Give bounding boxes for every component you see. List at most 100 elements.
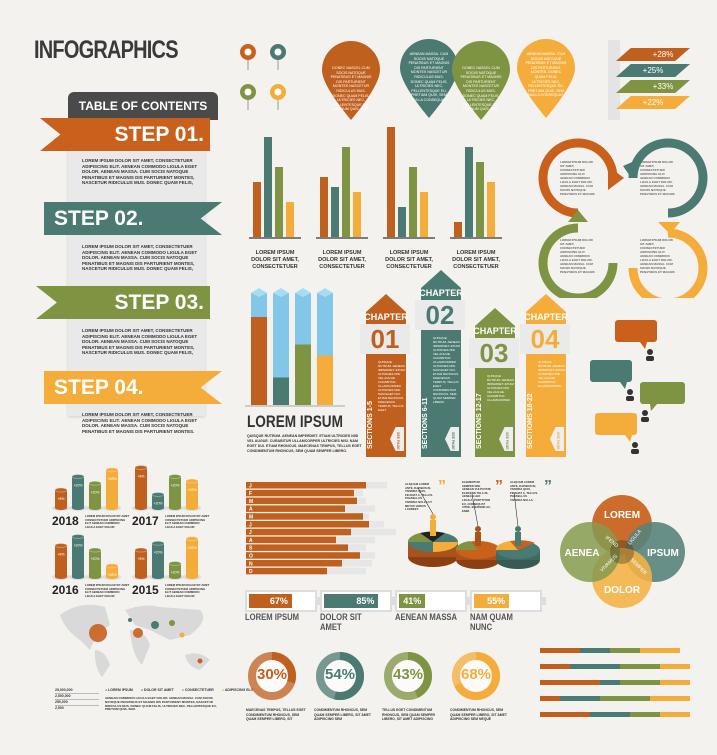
- quote-icon: ”: [495, 478, 503, 495]
- pin-icon: [270, 44, 286, 70]
- map-bubble: [128, 618, 132, 622]
- map-bubble: [197, 658, 203, 664]
- battery-tip: [467, 597, 471, 605]
- cylinder: [186, 538, 198, 577]
- step-02-ribbon: STEP 02.: [44, 202, 222, 235]
- month-label: J: [249, 522, 252, 528]
- cycle-text: LOREM IPSUM DOLOR SIT AMET, CONSECTETUER…: [640, 160, 675, 196]
- year-caption: LOREM IPSUM DOLOR SIT AMET CONSECTETUER …: [165, 514, 210, 529]
- cycle-text: LOREM IPSUM DOLOR SIT AMET, CONSECTETUER…: [640, 238, 675, 274]
- battery-label: LOREM IPSUM: [245, 612, 299, 622]
- bar-chart-label: LOREM IPSUM DOLOR SIT AMET, CONSECTETUER: [318, 250, 366, 270]
- cylinder-label: +8%: [137, 557, 144, 561]
- bar: [454, 222, 462, 237]
- legend-dot-icon: ●: [140, 688, 143, 692]
- cylinder-chart: +8% +20% +20% +32%: [132, 465, 201, 511]
- layer-3: +33%: [616, 80, 690, 93]
- cylinder: [169, 563, 181, 577]
- lightning-icon: [452, 41, 510, 120]
- year-label: 2016: [52, 583, 79, 597]
- bar: [420, 192, 428, 237]
- quote-text: ALIQUAM LOREM ANTE, DAPIBUS IN, VIVERRA …: [510, 480, 538, 502]
- donut-3: 43% TELLUS EGET CONDIMENTUM RHONCUS, SEM…: [382, 650, 444, 730]
- page-title: INFOGRAPHICS: [34, 36, 179, 64]
- step-label: STEP 04.: [54, 376, 144, 399]
- cylinder: [186, 481, 198, 508]
- bar: [465, 147, 473, 237]
- pie-chart: [495, 540, 540, 569]
- cylinder-label: +32%: [187, 488, 196, 492]
- donut-chart: [248, 652, 296, 700]
- cylinder-label: +20%: [90, 557, 99, 561]
- grouped-bar-charts: [249, 127, 502, 239]
- cylinder-chart-2017: +8% +20% +20% +32% 2017 LOREM IPSUM DOLOR…: [132, 458, 212, 529]
- bar: [246, 528, 351, 536]
- step-label: STEP 01.: [114, 123, 205, 146]
- chapter-number: 01: [360, 324, 410, 354]
- cylinder-chart-2016: +8% +20% +20% +32% 2016 LOREM IPSUM DOLOR…: [52, 527, 132, 598]
- pin-icon: [270, 84, 286, 110]
- bar: [246, 482, 366, 489]
- drop-text: AENEAN MASSA. CUM SOCIIS NATOQUE PENATIB…: [408, 52, 450, 102]
- bar: [246, 544, 348, 551]
- battery-label: DOLOR SIT AMET: [320, 612, 362, 632]
- arrow-icon: [608, 166, 624, 190]
- bar-segment: [580, 648, 610, 653]
- pointer-line: [417, 487, 434, 515]
- bar: [409, 167, 417, 237]
- chapter-4: CHAPTER 04 QUISQUE RUTRUM. AENEAN IMPERD…: [520, 294, 570, 457]
- chapter-3: CHAPTER 03 QUISQUE RUTRUM. AENEAN IMPERD…: [469, 308, 519, 457]
- chapter-number: 04: [520, 324, 570, 354]
- percent-layers: +28% +25% +33% +22%: [608, 40, 690, 120]
- page-tag-label: SEE PAGE 1: [396, 432, 400, 453]
- scale-value: 2,500,000: [55, 694, 99, 700]
- step-02-text: LOREM IPSUM DOLOR SIT AMET, CONSECTETUER…: [82, 244, 198, 271]
- cycle-arc-yellow: [628, 228, 708, 298]
- page-tag: SEE PAGE 18: [550, 427, 564, 451]
- donut-1: 30% MAECENAS TEMPUS, TELLUS EGET CONDIME…: [246, 650, 308, 730]
- toc-heading: TABLE OF CONTENTS: [68, 92, 218, 120]
- weightlifter-icon: [400, 39, 458, 118]
- stacked-bar-chart: [540, 648, 690, 717]
- bar-cap: [295, 288, 311, 297]
- battery-gauge: 55%: [470, 590, 546, 612]
- bar: [387, 127, 395, 237]
- lorem-text: QUISQUE RUTRUM. AENEAN IMPERDIET. ETIAM …: [247, 434, 362, 453]
- map-text: AENEAN COMMODO LIGULA EGET DOLOR. AENEAN…: [105, 696, 217, 712]
- gauge-icon: [517, 39, 575, 118]
- bar-segment: [560, 696, 600, 701]
- cylinder-label: +8%: [137, 475, 144, 479]
- cycle-diagram: [538, 138, 708, 298]
- bar: [286, 202, 294, 237]
- bar-cap: [317, 288, 333, 297]
- speech-bubbles: [590, 320, 685, 454]
- bar-chart-label: LOREM IPSUM DOLOR SIT AMET, CONSECTETUER: [251, 250, 299, 270]
- battery-3: 41% AENEAN MASSA: [395, 590, 471, 622]
- chapter-word: CHAPTER: [364, 312, 408, 322]
- venn-center: [610, 540, 634, 564]
- bar-segment: [570, 664, 620, 669]
- cylinder-label: +20%: [153, 550, 162, 554]
- chapter-sections: SECTIONS 12-17: [476, 393, 483, 449]
- person-icon: [627, 389, 633, 395]
- bar: [275, 167, 283, 237]
- battery-fill: 55%: [474, 594, 510, 608]
- map-bubble: [151, 621, 159, 629]
- bar-cap: [273, 288, 289, 297]
- chapter-text: QUISQUE RUTRUM. AENEAN IMPERDIET. ETIAM …: [433, 336, 460, 404]
- step-04-ribbon: STEP 04.: [44, 371, 222, 404]
- cylinder-label: +20%: [153, 502, 162, 506]
- cylinder-chart: +8% +20% +20% +32%: [132, 536, 201, 580]
- drop-text: DONEC NASCEL CUM SOCIIS NATOQUE PENATIBU…: [460, 66, 502, 112]
- quote-icon: ”: [438, 478, 446, 495]
- bar-segment: [540, 696, 560, 701]
- arrow-icon: [658, 222, 680, 234]
- bar: [246, 513, 363, 520]
- bar: [253, 182, 261, 237]
- battery-4: 55% NAM QUAM NUNC: [470, 590, 546, 632]
- year-caption: LOREM IPSUM DOLOR SIT AMET CONSECTETUER …: [85, 514, 130, 529]
- layer-4: +22%: [616, 96, 690, 109]
- legend-item: ● DOLOR SIT AMET: [140, 688, 174, 692]
- donut-text: CONDIMENTUM RHONCUS, SEM QUAM SEMPER LIB…: [450, 708, 507, 722]
- year-caption: LOREM IPSUM DOLOR SIT AMET CONSECTETUER …: [85, 583, 130, 598]
